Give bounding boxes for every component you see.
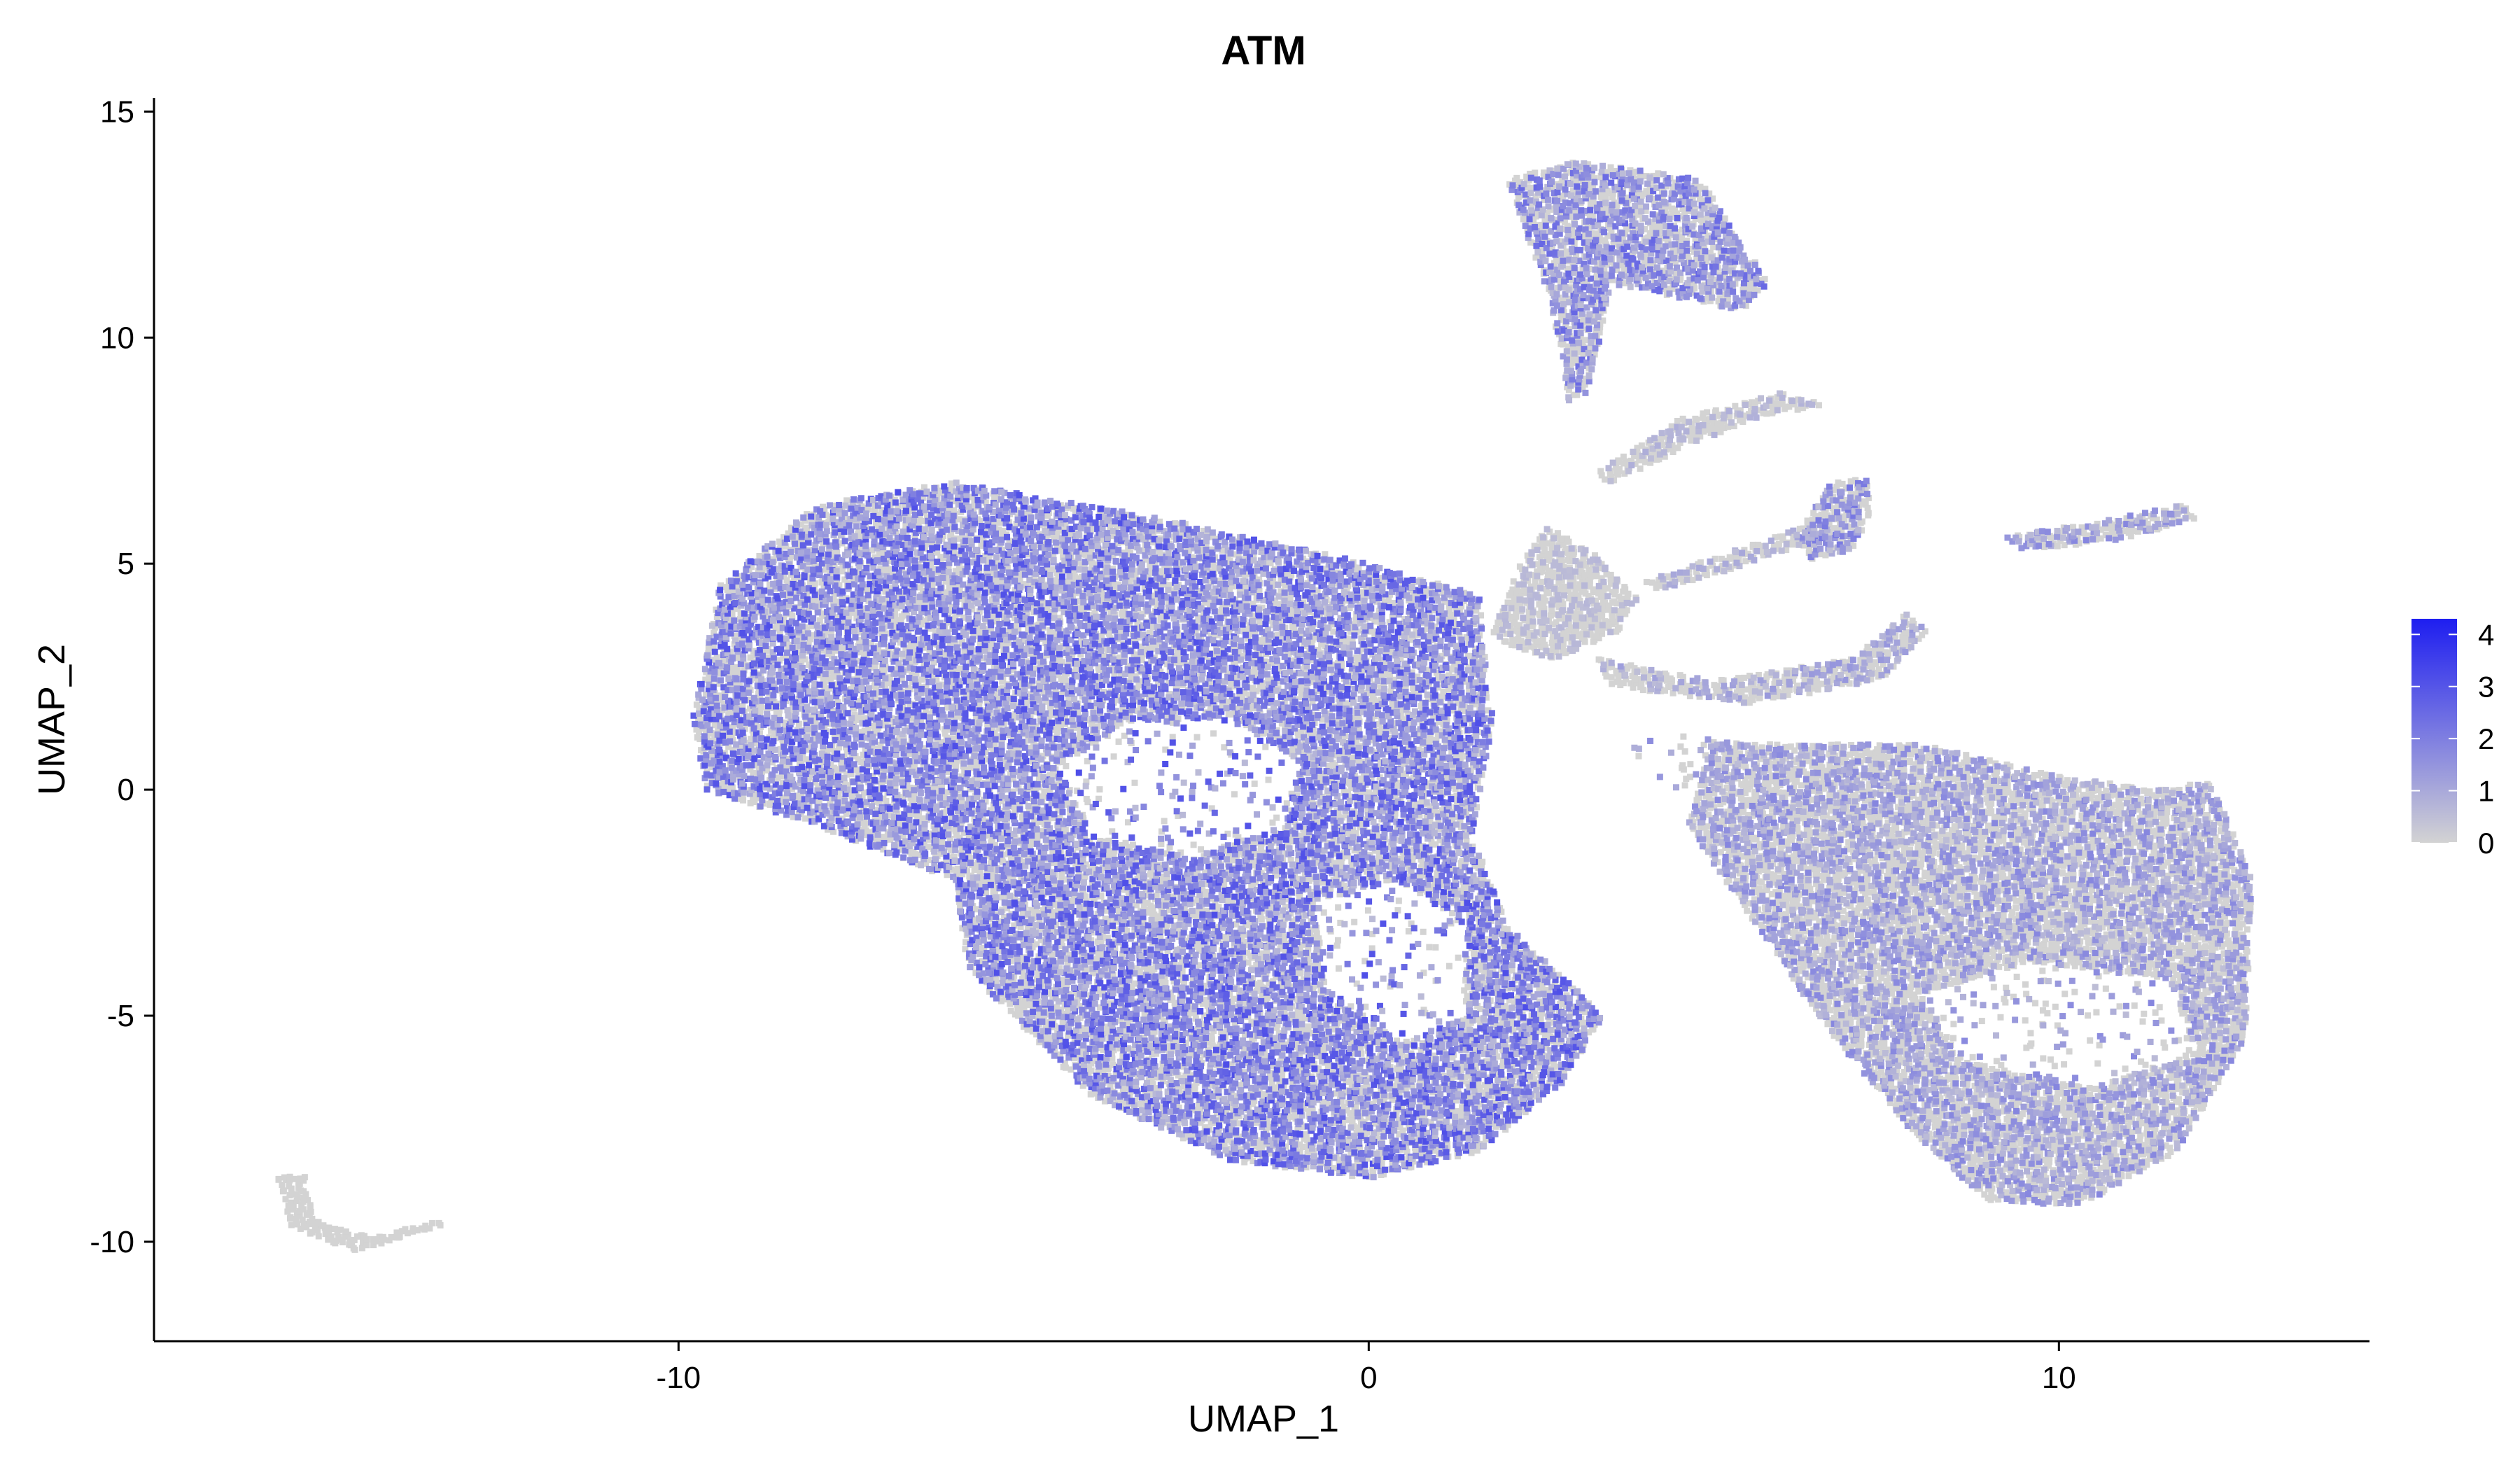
cell-point bbox=[1370, 693, 1376, 699]
cell-point bbox=[1252, 666, 1258, 673]
cell-point bbox=[1106, 631, 1112, 637]
cell-point bbox=[1116, 738, 1122, 745]
cell-point bbox=[1130, 841, 1136, 848]
cell-point bbox=[1084, 796, 1090, 802]
cell-point bbox=[1353, 654, 1359, 661]
cell-point bbox=[694, 701, 700, 708]
cell-point bbox=[833, 766, 839, 772]
cell-point bbox=[1273, 815, 1280, 821]
cell-point bbox=[1305, 1023, 1311, 1030]
cell-point bbox=[951, 507, 957, 514]
cell-point bbox=[1266, 777, 1272, 783]
cell-point bbox=[957, 665, 963, 671]
cell-point bbox=[1111, 753, 1117, 760]
cell-point bbox=[1131, 780, 1138, 786]
cell-point bbox=[1096, 786, 1102, 792]
cell-point bbox=[714, 654, 720, 660]
scatter-points bbox=[275, 160, 2253, 1253]
cell-point bbox=[1161, 818, 1168, 824]
cell-point bbox=[1062, 678, 1068, 684]
cell-point bbox=[1060, 757, 1066, 764]
cell-point bbox=[748, 654, 754, 661]
cell-point bbox=[1088, 1091, 1094, 1098]
cell-point bbox=[1365, 907, 1371, 913]
cell-point bbox=[758, 704, 764, 710]
cell-point bbox=[1252, 780, 1258, 787]
cell-point bbox=[1396, 897, 1402, 904]
cell-point bbox=[1057, 657, 1063, 664]
cell-point bbox=[917, 584, 923, 591]
cell-point bbox=[1262, 743, 1268, 750]
cell-point bbox=[910, 849, 916, 855]
cell-point bbox=[1336, 965, 1342, 972]
cell-point bbox=[1369, 945, 1376, 951]
cell-point bbox=[1198, 846, 1204, 853]
cell-point bbox=[1334, 942, 1340, 948]
cell-point bbox=[1194, 734, 1200, 741]
cell-point bbox=[1063, 763, 1069, 769]
cell-point bbox=[1426, 944, 1432, 951]
cell-point bbox=[1210, 730, 1217, 736]
cell-point bbox=[1170, 734, 1176, 740]
cell-point bbox=[1046, 1035, 1052, 1041]
cell-point bbox=[1191, 841, 1197, 848]
cell-point bbox=[694, 734, 701, 741]
cell-point bbox=[1335, 937, 1341, 944]
chart-title: ATM bbox=[1221, 28, 1306, 74]
cell-point bbox=[1063, 827, 1069, 833]
cell-point bbox=[723, 584, 729, 590]
cell-point bbox=[1420, 929, 1427, 935]
cell-point bbox=[1406, 928, 1412, 934]
cell-point bbox=[1209, 1033, 1215, 1040]
cell-point bbox=[783, 577, 790, 583]
cell-point bbox=[1335, 904, 1341, 911]
cell-point bbox=[1144, 899, 1151, 906]
cell-point bbox=[1231, 791, 1238, 797]
cell-point bbox=[1250, 685, 1256, 691]
cell-point bbox=[956, 516, 962, 522]
cell-point bbox=[1351, 919, 1357, 925]
cell-point bbox=[1225, 699, 1231, 705]
